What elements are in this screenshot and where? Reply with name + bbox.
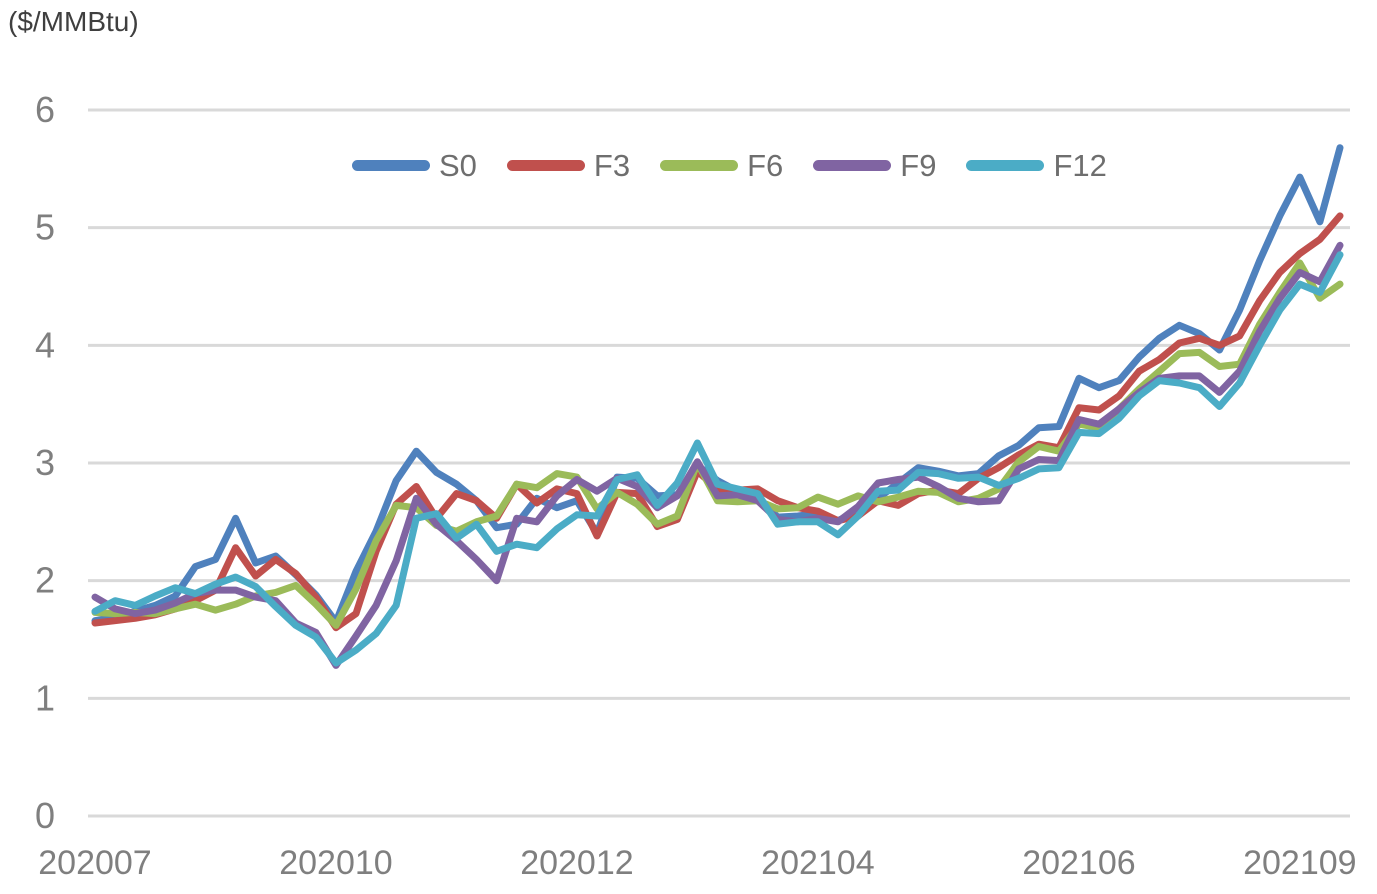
y-tick-label-4: 4 (35, 324, 55, 365)
y-tick-label-2: 2 (35, 560, 55, 601)
series-line-F9 (91, 241, 1344, 669)
x-tick-label-202104: 202104 (761, 844, 874, 882)
legend-label-F6: F6 (747, 147, 784, 183)
y-tick-label-5: 5 (35, 207, 55, 248)
y-axis-unit-label: ($/MMBtu) (8, 6, 139, 37)
legend-swatch-F3 (506, 159, 585, 171)
legend-item-F6: F6 (660, 150, 783, 181)
x-tick-label-202106: 202106 (1022, 844, 1135, 882)
y-tick-label-1: 1 (35, 677, 55, 718)
y-tick-label-3: 3 (35, 442, 55, 483)
legend-item-F3: F3 (506, 147, 631, 183)
x-tick-label-202010: 202010 (279, 844, 392, 882)
y-axis-tick-labels: 0 1 2 3 4 5 6 (35, 89, 55, 836)
x-tick-label-202012: 202012 (520, 844, 633, 882)
x-axis-tick-labels: 202007 202010 202012 202104 202106 202109 (38, 844, 1356, 882)
legend-swatch-F6 (660, 159, 739, 171)
x-tick-label-202109: 202109 (1243, 844, 1356, 882)
legend-swatch-F9 (813, 159, 892, 171)
series-line-F6 (91, 259, 1344, 629)
legend-label-F9: F9 (900, 147, 937, 183)
legend-item-S0: S0 (352, 150, 477, 181)
series-lines (91, 144, 1344, 669)
legend-label-F3: F3 (593, 147, 631, 183)
legend-swatch-S0 (352, 159, 430, 171)
legend: S0 F3 F6 F9 F12 (352, 143, 1107, 187)
y-tick-label-0: 0 (35, 795, 55, 836)
series-line-F12 (91, 251, 1344, 667)
legend-item-F9: F9 (813, 150, 936, 181)
legend-label-S0: S0 (439, 147, 477, 183)
gridlines (88, 108, 1350, 818)
series-line-F3 (91, 212, 1344, 632)
legend-item-F12: F12 (966, 147, 1107, 183)
y-tick-label-6: 6 (35, 89, 55, 130)
legend-swatch-F12 (966, 159, 1045, 171)
x-tick-label-202007: 202007 (38, 844, 151, 882)
legend-label-F12: F12 (1053, 147, 1107, 183)
